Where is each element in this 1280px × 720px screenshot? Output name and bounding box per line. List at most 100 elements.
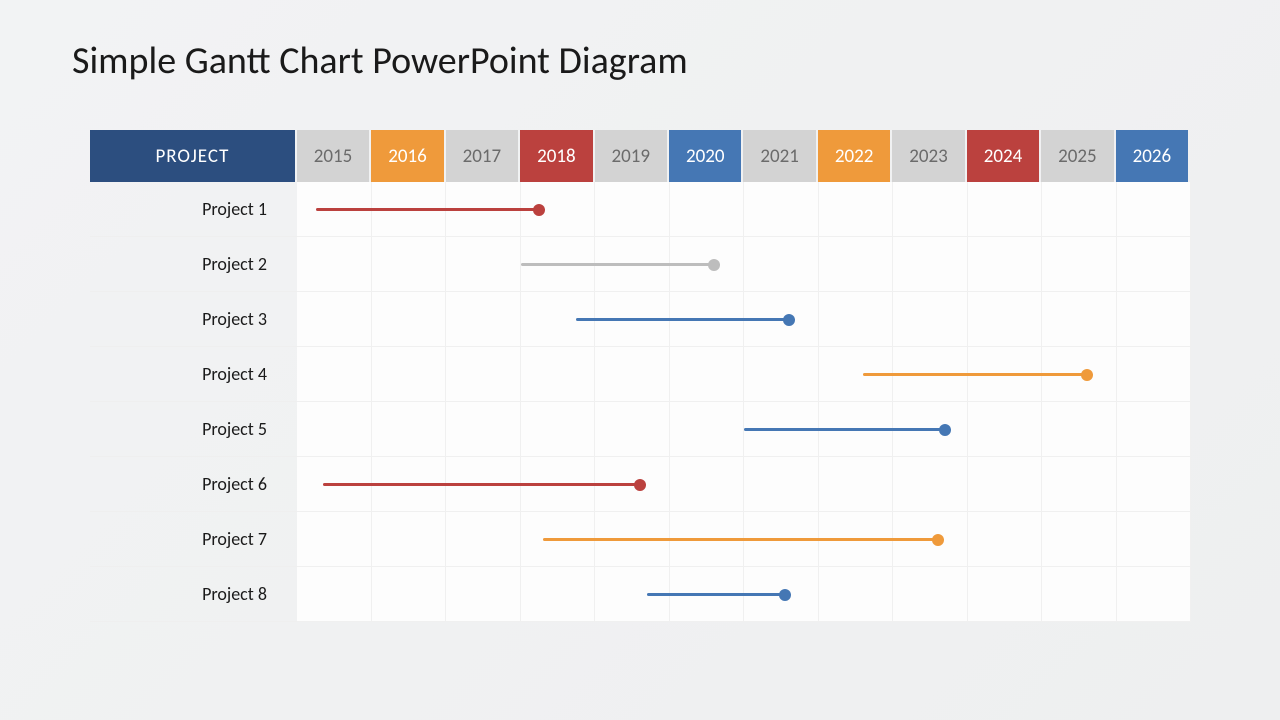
grid-cell	[744, 347, 819, 402]
grid-cell	[372, 347, 447, 402]
grid-cell	[893, 237, 968, 292]
grid-cell	[670, 182, 745, 237]
grid-cell	[297, 512, 372, 567]
gantt-bar	[647, 593, 785, 596]
grid-cell	[372, 237, 447, 292]
grid-cell	[744, 182, 819, 237]
grid-cell	[446, 292, 521, 347]
grid-cell	[1117, 347, 1192, 402]
grid-cell	[670, 402, 745, 457]
grid-cell	[1042, 237, 1117, 292]
gantt-end-dot	[1081, 369, 1093, 381]
grid-cell	[744, 457, 819, 512]
grid-cell	[1042, 292, 1117, 347]
grid-cell	[968, 292, 1043, 347]
year-header-2017: 2017	[446, 130, 518, 182]
gantt-end-dot	[634, 479, 646, 491]
gantt-bar	[543, 538, 938, 541]
grid-cell	[819, 182, 894, 237]
grid-cell	[968, 567, 1043, 622]
grid-cell	[1117, 567, 1192, 622]
grid-cell	[670, 457, 745, 512]
grid-cell	[1117, 402, 1192, 457]
project-label: Project 3	[90, 292, 297, 347]
grid-cell	[893, 567, 968, 622]
year-header-2023: 2023	[892, 130, 964, 182]
project-label: Project 7	[90, 512, 297, 567]
grid-cell	[1042, 182, 1117, 237]
grid-cell	[819, 292, 894, 347]
year-header-2022: 2022	[818, 130, 890, 182]
gantt-bar	[576, 318, 788, 321]
grid-cell	[521, 402, 596, 457]
grid-cell	[1042, 457, 1117, 512]
grid-cell	[893, 457, 968, 512]
gantt-chart: PROJECT201520162017201820192020202120222…	[90, 130, 1190, 622]
grid-cell	[595, 182, 670, 237]
project-label: Project 8	[90, 567, 297, 622]
grid-cell	[1117, 182, 1192, 237]
grid-cell	[1117, 237, 1192, 292]
grid-cell	[670, 347, 745, 402]
grid-cell	[1117, 292, 1192, 347]
year-header-2016: 2016	[371, 130, 443, 182]
project-header-cell: PROJECT	[90, 130, 295, 182]
gantt-end-dot	[932, 534, 944, 546]
gantt-end-dot	[939, 424, 951, 436]
gantt-end-dot	[779, 589, 791, 601]
header-row: PROJECT201520162017201820192020202120222…	[90, 130, 1190, 182]
grid-cell	[968, 512, 1043, 567]
timeline-area	[297, 182, 1190, 622]
gantt-bar	[521, 263, 715, 266]
gantt-bar	[316, 208, 540, 211]
grid-cell	[521, 347, 596, 402]
grid-cell	[297, 347, 372, 402]
slide-title: Simple Gantt Chart PowerPoint Diagram	[72, 38, 688, 84]
grid-cell	[968, 237, 1043, 292]
grid-cell	[819, 457, 894, 512]
project-label: Project 4	[90, 347, 297, 402]
grid-cell	[819, 237, 894, 292]
year-header-2019: 2019	[595, 130, 667, 182]
year-header-2018: 2018	[520, 130, 592, 182]
year-header-2025: 2025	[1041, 130, 1113, 182]
grid-cell	[372, 567, 447, 622]
year-header-2026: 2026	[1116, 130, 1188, 182]
year-header-2020: 2020	[669, 130, 741, 182]
grid-cell	[1117, 457, 1192, 512]
year-header-2024: 2024	[967, 130, 1039, 182]
grid-cell	[297, 567, 372, 622]
grid-cell	[372, 512, 447, 567]
year-header-2015: 2015	[297, 130, 369, 182]
project-labels-column: Project 1Project 2Project 3Project 4Proj…	[90, 182, 297, 622]
project-label: Project 6	[90, 457, 297, 512]
gantt-end-dot	[533, 204, 545, 216]
project-label: Project 5	[90, 402, 297, 457]
grid-cell	[893, 182, 968, 237]
grid-cell	[1042, 567, 1117, 622]
grid-cell	[446, 512, 521, 567]
grid-cell	[297, 237, 372, 292]
grid-cell	[372, 402, 447, 457]
chart-body: Project 1Project 2Project 3Project 4Proj…	[90, 182, 1190, 622]
gantt-bar	[744, 428, 945, 431]
grid-cell	[893, 292, 968, 347]
grid-cell	[595, 402, 670, 457]
grid-cell	[446, 237, 521, 292]
grid-cell	[372, 292, 447, 347]
grid-cell	[968, 402, 1043, 457]
gantt-bar	[863, 373, 1087, 376]
grid-cell	[819, 567, 894, 622]
gantt-end-dot	[708, 259, 720, 271]
grid-cell	[1042, 402, 1117, 457]
grid-cell	[595, 347, 670, 402]
grid-cell	[968, 182, 1043, 237]
grid-cell	[521, 567, 596, 622]
grid-cell	[968, 457, 1043, 512]
grid-cell	[1042, 512, 1117, 567]
grid-cell	[297, 402, 372, 457]
gantt-end-dot	[783, 314, 795, 326]
grid-cell	[1117, 512, 1192, 567]
grid-cell	[446, 347, 521, 402]
grid-cell	[446, 567, 521, 622]
